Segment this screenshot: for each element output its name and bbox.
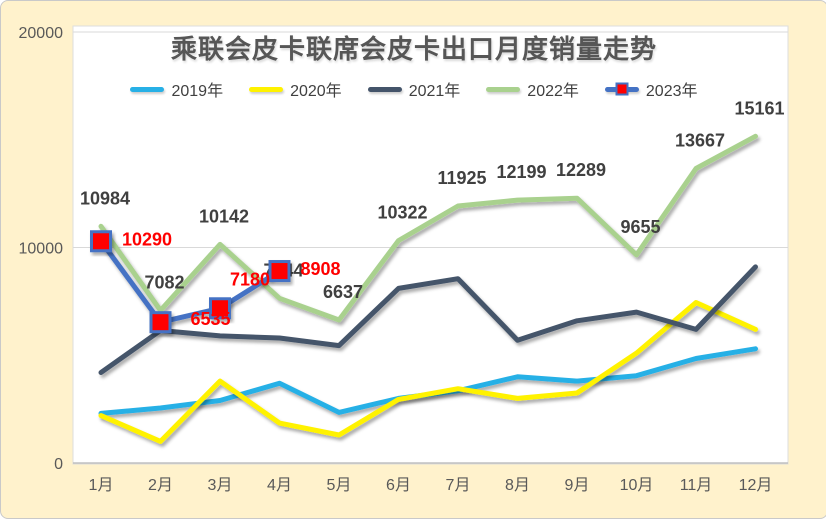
- series-marker-2023年: [268, 260, 291, 283]
- series-line-2022年: [98, 133, 758, 323]
- legend-swatch-2020年: [249, 86, 284, 92]
- legend-marker-icon: [615, 82, 629, 96]
- data-label-2023年: 6535: [190, 309, 230, 329]
- legend-label: 2023年: [645, 83, 698, 100]
- x-tick-label: 3月: [208, 477, 233, 494]
- chart-title: 乘联会皮卡联席会皮卡出口月度销量走势: [170, 34, 657, 64]
- x-tick-label: 8月: [505, 477, 530, 494]
- data-label-2022年: 6637: [323, 282, 363, 302]
- legend-label: 2020年: [290, 83, 342, 100]
- x-tick-label: 4月: [267, 477, 292, 494]
- series-line-2023年: [98, 238, 282, 325]
- x-tick-label: 1月: [89, 477, 114, 494]
- x-tick-label: 9月: [565, 477, 590, 494]
- data-label-2022年: 11925: [437, 168, 486, 188]
- y-tick-label: 0: [54, 456, 63, 473]
- data-label-2022年: 15161: [734, 98, 784, 118]
- chart-legend: 2019年 2020年 2021年 2022年 2023年: [1, 77, 826, 101]
- series-marker-2023年: [209, 297, 231, 320]
- series-marker-2023年: [149, 311, 172, 334]
- legend-item-2023年: 2023年: [604, 77, 698, 101]
- legend-item-2021年: 2021年: [367, 77, 461, 101]
- plot-area: [72, 25, 789, 465]
- x-tick-label: 11月: [680, 477, 713, 494]
- series-marker-2023年: [90, 230, 112, 253]
- legend-swatch-2023年: [604, 82, 639, 96]
- x-tick-label: 6月: [386, 477, 411, 494]
- legend-item-2019年: 2019年: [130, 77, 223, 101]
- data-label-2022年: 10142: [199, 206, 249, 226]
- x-tick-label: 12月: [739, 477, 773, 494]
- series-line-2021年: [98, 264, 758, 375]
- series-line-2020年: [98, 300, 758, 444]
- data-label-2022年: 12199: [496, 162, 546, 182]
- legend-swatch-2021年: [367, 86, 402, 92]
- legend-label: 2022年: [527, 83, 579, 100]
- legend-label: 2019年: [171, 83, 224, 100]
- data-label-2022年: 10984: [80, 188, 130, 208]
- data-label-2023年: 10290: [122, 229, 172, 249]
- x-tick-label: 2月: [148, 477, 173, 494]
- x-tick-label: 5月: [327, 477, 352, 494]
- data-label-2022年: 7082: [144, 272, 184, 292]
- data-label-2023年: 8908: [300, 259, 340, 279]
- legend-swatch-2019年: [130, 86, 165, 92]
- y-tick-label: 20000: [19, 25, 64, 42]
- x-tick-label: 7月: [446, 477, 471, 494]
- legend-item-2022年: 2022年: [486, 77, 579, 101]
- legend-item-2020年: 2020年: [249, 77, 342, 101]
- y-tick-label: 10000: [19, 241, 64, 258]
- x-tick-label: 10月: [620, 477, 654, 494]
- data-label-2022年: 13667: [675, 130, 725, 150]
- data-label-2022年: 12289: [556, 160, 606, 180]
- data-label-2022年: 10322: [377, 203, 427, 223]
- data-label-2022年: 9655: [620, 217, 660, 237]
- data-label-2023年: 7180: [230, 269, 270, 289]
- legend-label: 2021年: [408, 83, 461, 100]
- legend-swatch-2022年: [486, 86, 521, 92]
